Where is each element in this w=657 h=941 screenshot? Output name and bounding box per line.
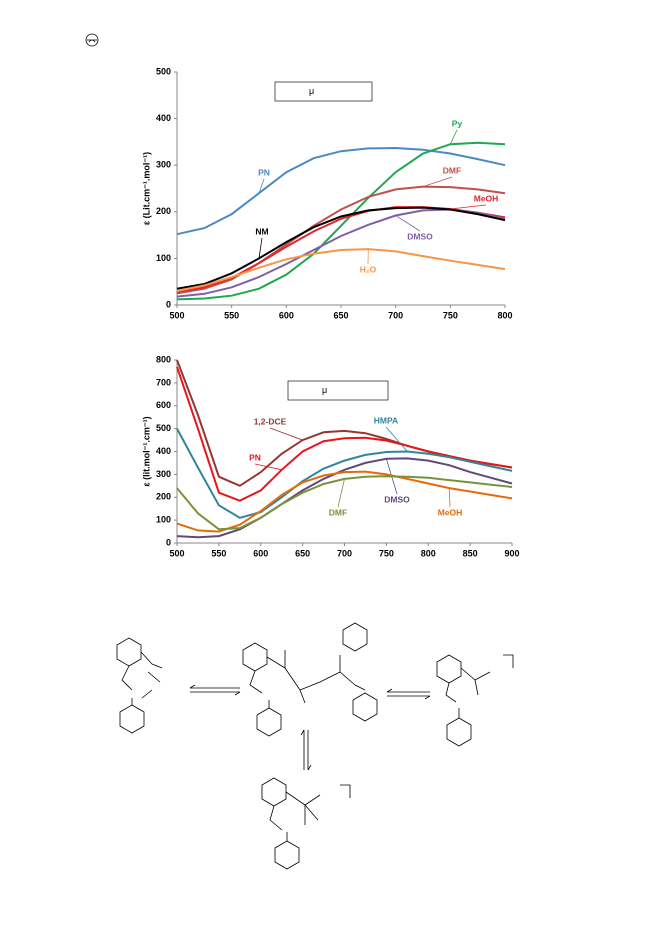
x-tick-label: 600 [253,548,268,558]
series-label: MeOH [438,507,463,517]
y-tick-label: 400 [156,113,171,123]
legend-text: μ [309,86,314,96]
legend-box [288,381,388,400]
x-tick-label: 550 [224,310,239,320]
y-tick-label: 500 [156,66,171,76]
label-arrow [338,479,345,507]
y-tick-label: 0 [166,537,171,547]
legend-text: μ [322,385,327,395]
series-line [177,360,512,486]
label-arrow [270,428,303,440]
series-label: 1,2-DCE [254,416,287,426]
header-icon [86,34,98,46]
reaction-scheme [117,623,513,869]
y-tick-label: 400 [156,446,171,456]
y-axis-label: ε (Lit.cm⁻¹.mol⁻¹) [141,152,151,225]
series-label: DMF [443,165,461,175]
x-tick-label: 500 [169,310,184,320]
label-arrow [259,238,262,258]
x-tick-label: 800 [497,310,512,320]
x-tick-label: 500 [169,548,184,558]
chart: 0 100 200 300 400 500 500 550 600 650 700 750 800 ε (… [141,66,512,320]
series-label: PN [258,167,270,177]
series-line [177,187,505,294]
label-arrow [450,205,486,209]
series-label: DMF [329,507,347,517]
series-label: HMPA [374,415,398,425]
y-tick-label: 300 [156,469,171,479]
series-label: MeOH [474,193,499,203]
series-line [177,249,505,291]
x-tick-label: 700 [388,310,403,320]
series-line [177,210,505,297]
x-tick-label: 900 [504,548,519,558]
x-tick-label: 800 [421,548,436,558]
y-tick-label: 200 [156,206,171,216]
series-label: PN [249,452,261,462]
chart: 0 100 200 300 400 500 600 700 800 500 550 600 650 700… [141,354,519,558]
series-label: DMSO [407,231,433,241]
label-arrow [423,177,452,187]
x-tick-label: 650 [333,310,348,320]
series-line [177,148,505,234]
series-label: DMSO [384,494,410,504]
y-tick-label: 800 [156,354,171,364]
series-line [177,458,512,537]
x-tick-label: 550 [211,548,226,558]
x-tick-label: 750 [443,310,458,320]
x-tick-label: 750 [379,548,394,558]
series-label: H₂O [360,264,377,274]
label-arrow [396,216,420,231]
x-tick-label: 650 [295,548,310,558]
x-tick-label: 600 [279,310,294,320]
legend-box [275,82,372,101]
y-tick-label: 100 [156,515,171,525]
y-axis-label: ε (lit.mol⁻¹.cm⁻¹) [141,416,151,486]
x-tick-label: 850 [463,548,478,558]
series-line [177,429,512,518]
y-tick-label: 0 [166,299,171,309]
y-tick-label: 100 [156,253,171,263]
y-tick-label: 200 [156,492,171,502]
y-tick-label: 600 [156,400,171,410]
x-tick-label: 700 [337,548,352,558]
label-arrow [449,488,450,507]
series-label: NM [255,226,268,236]
label-arrow [450,130,457,144]
series-line [177,476,512,529]
y-tick-label: 300 [156,160,171,170]
y-tick-label: 700 [156,377,171,387]
y-tick-label: 500 [156,423,171,433]
series-label: Py [452,118,463,128]
